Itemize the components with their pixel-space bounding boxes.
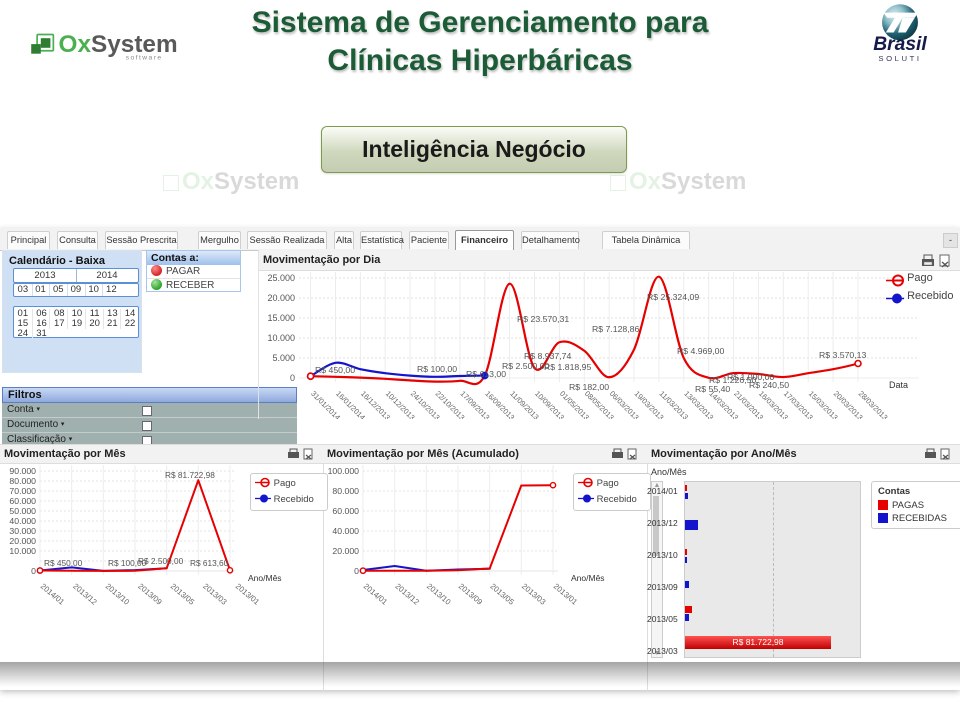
svg-text:R$ 2.500,00: R$ 2.500,00 (502, 361, 550, 371)
svg-text:30.000: 30.000 (9, 526, 36, 536)
svg-text:R$ 4.969,00: R$ 4.969,00 (677, 346, 725, 356)
svg-text:15.000: 15.000 (267, 313, 295, 323)
svg-text:40.000: 40.000 (9, 516, 36, 526)
svg-text:R$ 1.818,95: R$ 1.818,95 (544, 362, 592, 372)
svg-text:R$ 2.500,00: R$ 2.500,00 (138, 556, 184, 566)
svg-text:10.000: 10.000 (9, 546, 36, 556)
svg-text:R$ 613,60: R$ 613,60 (190, 558, 229, 568)
svg-text:0: 0 (31, 566, 36, 576)
svg-text:20.000: 20.000 (332, 546, 359, 556)
svg-text:R$ 3.570,13: R$ 3.570,13 (819, 350, 867, 360)
svg-text:R$ 240,50: R$ 240,50 (749, 380, 789, 390)
svg-text:2013/10: 2013/10 (425, 582, 453, 607)
svg-text:2013/12: 2013/12 (393, 582, 420, 607)
svg-text:100.000: 100.000 (328, 466, 360, 476)
svg-text:50.000: 50.000 (9, 506, 36, 516)
svg-text:Ano/Mês: Ano/Mês (571, 573, 605, 583)
svg-text:2013/10: 2013/10 (104, 582, 132, 607)
svg-text:R$ 100,00: R$ 100,00 (417, 364, 457, 374)
svg-text:Ano/Mês: Ano/Mês (248, 573, 282, 583)
svg-text:2013/09: 2013/09 (136, 582, 163, 607)
svg-text:70.000: 70.000 (9, 486, 36, 496)
svg-text:0: 0 (290, 373, 295, 383)
svg-text:80.000: 80.000 (332, 486, 359, 496)
svg-text:Data: Data (889, 380, 908, 390)
svg-text:R$ 81.722,98: R$ 81.722,98 (165, 470, 215, 480)
svg-text:20.000: 20.000 (267, 293, 295, 303)
svg-text:2013/03: 2013/03 (520, 582, 547, 607)
svg-text:20.000: 20.000 (9, 536, 36, 546)
svg-text:R$ 450,00: R$ 450,00 (315, 365, 355, 375)
svg-text:2013/09: 2013/09 (457, 582, 484, 607)
svg-text:0: 0 (354, 566, 359, 576)
svg-text:25.000: 25.000 (267, 273, 295, 283)
svg-text:40.000: 40.000 (332, 526, 359, 536)
svg-text:2013/12: 2013/12 (71, 582, 98, 607)
svg-text:R$ 7.128,86: R$ 7.128,86 (592, 324, 640, 334)
svg-text:R$ 450,00: R$ 450,00 (44, 558, 83, 568)
svg-text:2014/01: 2014/01 (39, 582, 66, 607)
svg-text:2013/03: 2013/03 (201, 582, 228, 607)
svg-text:90.000: 90.000 (9, 466, 36, 476)
svg-text:80.000: 80.000 (9, 476, 36, 486)
svg-text:60.000: 60.000 (332, 506, 359, 516)
svg-text:2013/01: 2013/01 (552, 582, 579, 607)
svg-text:2013/05: 2013/05 (488, 582, 516, 607)
svg-text:5.000: 5.000 (272, 353, 295, 363)
svg-text:2013/05: 2013/05 (169, 582, 197, 607)
svg-text:R$ 613,00: R$ 613,00 (466, 369, 506, 379)
svg-text:R$ 8.937,74: R$ 8.937,74 (524, 351, 572, 361)
svg-text:10.000: 10.000 (267, 333, 295, 343)
svg-text:2013/01: 2013/01 (234, 582, 261, 607)
svg-text:60.000: 60.000 (9, 496, 36, 506)
svg-text:R$ 25.324,09: R$ 25.324,09 (647, 292, 699, 302)
svg-text:2014/01: 2014/01 (362, 582, 389, 607)
svg-text:R$ 23.570,31: R$ 23.570,31 (517, 314, 569, 324)
